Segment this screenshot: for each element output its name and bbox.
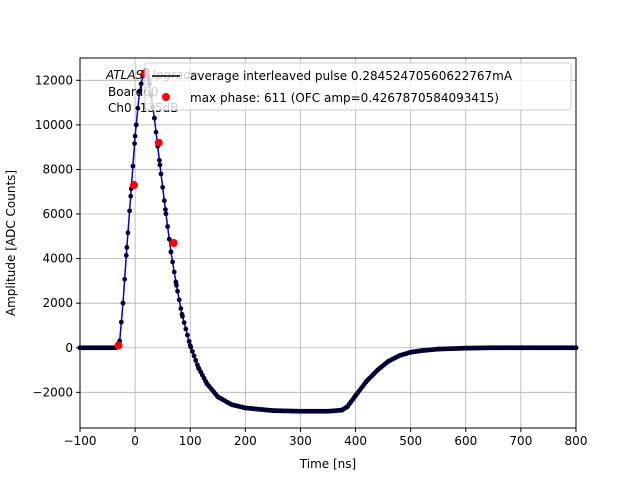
pulse-data-point bbox=[170, 259, 175, 265]
x-tick-label: 400 bbox=[344, 434, 367, 448]
pulse-data-point bbox=[128, 193, 134, 199]
pulse-series-markers bbox=[77, 67, 579, 414]
pulse-data-point bbox=[339, 407, 345, 413]
pulse-data-point bbox=[375, 367, 380, 373]
pulse-data-point bbox=[344, 404, 350, 410]
x-tick-label: 0 bbox=[131, 434, 139, 448]
pulse-data-point bbox=[364, 378, 369, 384]
x-tick-label: 700 bbox=[509, 434, 532, 448]
pulse-data-point bbox=[196, 365, 201, 371]
pulse-data-point bbox=[132, 133, 138, 139]
max-phase-point bbox=[130, 181, 139, 190]
pulse-data-point bbox=[435, 346, 441, 352]
pulse-data-point bbox=[176, 297, 182, 303]
pulse-data-point bbox=[163, 207, 168, 212]
pulse-data-point bbox=[187, 343, 193, 348]
x-axis-ticks: −100 0 100 200 300 400 500 600 700 800 bbox=[64, 428, 588, 448]
max-phase-point bbox=[169, 239, 178, 247]
pulse-data-point bbox=[152, 115, 157, 121]
pulse-data-point bbox=[171, 269, 177, 275]
pulse-data-point bbox=[215, 394, 221, 400]
pulse-data-point bbox=[132, 141, 137, 146]
x-tick-label: 500 bbox=[399, 434, 422, 448]
pulse-data-point bbox=[163, 211, 169, 217]
pulse-data-point bbox=[124, 245, 130, 250]
pulse-data-point bbox=[463, 345, 469, 351]
pulse-data-point bbox=[122, 276, 128, 282]
y-tick-label: 4000 bbox=[42, 252, 73, 266]
pulse-data-point bbox=[191, 353, 197, 359]
pulse-data-point bbox=[185, 332, 190, 338]
y-axis-label: Amplitude [ADC Counts] bbox=[4, 170, 18, 316]
pulse-data-point bbox=[386, 358, 392, 364]
legend: average interleaved pulse 0.284524705606… bbox=[144, 62, 572, 111]
y-tick-label: 10000 bbox=[35, 118, 73, 132]
legend-dot-marker bbox=[162, 93, 170, 101]
pulse-data-point bbox=[490, 345, 496, 351]
pulse-data-point bbox=[156, 157, 162, 163]
pulse-data-point bbox=[181, 320, 187, 326]
pulse-data-point bbox=[120, 300, 126, 306]
pulse-data-point bbox=[175, 288, 180, 294]
x-tick-label: 200 bbox=[234, 434, 257, 448]
y-axis-ticks: −2000 0 2000 4000 6000 8000 10000 12000 bbox=[32, 73, 80, 399]
pulse-data-point bbox=[174, 282, 179, 288]
y-tick-label: −2000 bbox=[32, 385, 73, 399]
y-tick-label: 0 bbox=[65, 341, 73, 355]
x-tick-label: 600 bbox=[454, 434, 477, 448]
pulse-data-point bbox=[353, 393, 358, 399]
pulse-data-point bbox=[125, 230, 131, 236]
pulse-data-point bbox=[165, 224, 171, 229]
max-phase-point bbox=[154, 138, 163, 147]
pulse-data-point bbox=[157, 162, 163, 168]
y-tick-label: 12000 bbox=[35, 73, 73, 87]
axes-frame bbox=[79, 57, 577, 429]
max-phase-point bbox=[114, 341, 123, 350]
pulse-data-point bbox=[161, 198, 167, 204]
pulse-data-point bbox=[298, 408, 303, 414]
pulse-data-point bbox=[179, 311, 185, 317]
x-tick-label: 300 bbox=[289, 434, 312, 448]
pulse-data-point bbox=[118, 319, 124, 325]
pulse-data-point bbox=[133, 122, 139, 128]
y-tick-label: 8000 bbox=[42, 162, 73, 176]
pulse-data-point bbox=[408, 349, 414, 355]
pulse-data-point bbox=[153, 129, 159, 135]
pulse-data-point bbox=[518, 345, 524, 351]
pulse-data-point bbox=[127, 208, 132, 214]
pulse-data-point bbox=[242, 405, 248, 411]
x-tick-label: −100 bbox=[64, 434, 97, 448]
pulse-data-point bbox=[229, 402, 234, 407]
pulse-data-point bbox=[325, 408, 331, 414]
y-tick-label: 6000 bbox=[42, 207, 73, 221]
pulse-data-point bbox=[158, 171, 164, 177]
legend-label-max-phase: max phase: 611 (OFC amp=0.42678705840934… bbox=[190, 91, 499, 105]
y-tick-label: 2000 bbox=[42, 296, 73, 310]
pulse-data-point bbox=[135, 105, 141, 111]
pulse-data-point bbox=[166, 236, 172, 242]
pulse-data-point bbox=[190, 349, 195, 354]
pulse-data-point bbox=[419, 348, 425, 354]
pulse-data-point bbox=[160, 184, 166, 190]
x-tick-label: 100 bbox=[179, 434, 202, 448]
x-tick-label: 800 bbox=[565, 434, 588, 448]
pulse-data-point bbox=[178, 306, 184, 311]
x-axis-label: Time [ns] bbox=[299, 457, 356, 471]
pulse-data-point bbox=[168, 249, 174, 255]
pulse-data-point bbox=[137, 89, 142, 94]
pulse-data-point bbox=[186, 338, 192, 344]
pulse-data-point bbox=[204, 381, 210, 386]
plot-area bbox=[77, 67, 579, 414]
pulse-data-point bbox=[270, 408, 276, 414]
legend-label-pulse: average interleaved pulse 0.284524705606… bbox=[190, 69, 513, 83]
pulse-data-point bbox=[183, 326, 189, 332]
pulse-data-point bbox=[397, 353, 403, 358]
legend-box bbox=[144, 62, 572, 111]
pulse-data-point bbox=[130, 163, 136, 169]
pulse-data-point bbox=[123, 253, 129, 258]
pulse-data-point bbox=[138, 81, 144, 87]
pulse-data-point bbox=[193, 357, 199, 363]
